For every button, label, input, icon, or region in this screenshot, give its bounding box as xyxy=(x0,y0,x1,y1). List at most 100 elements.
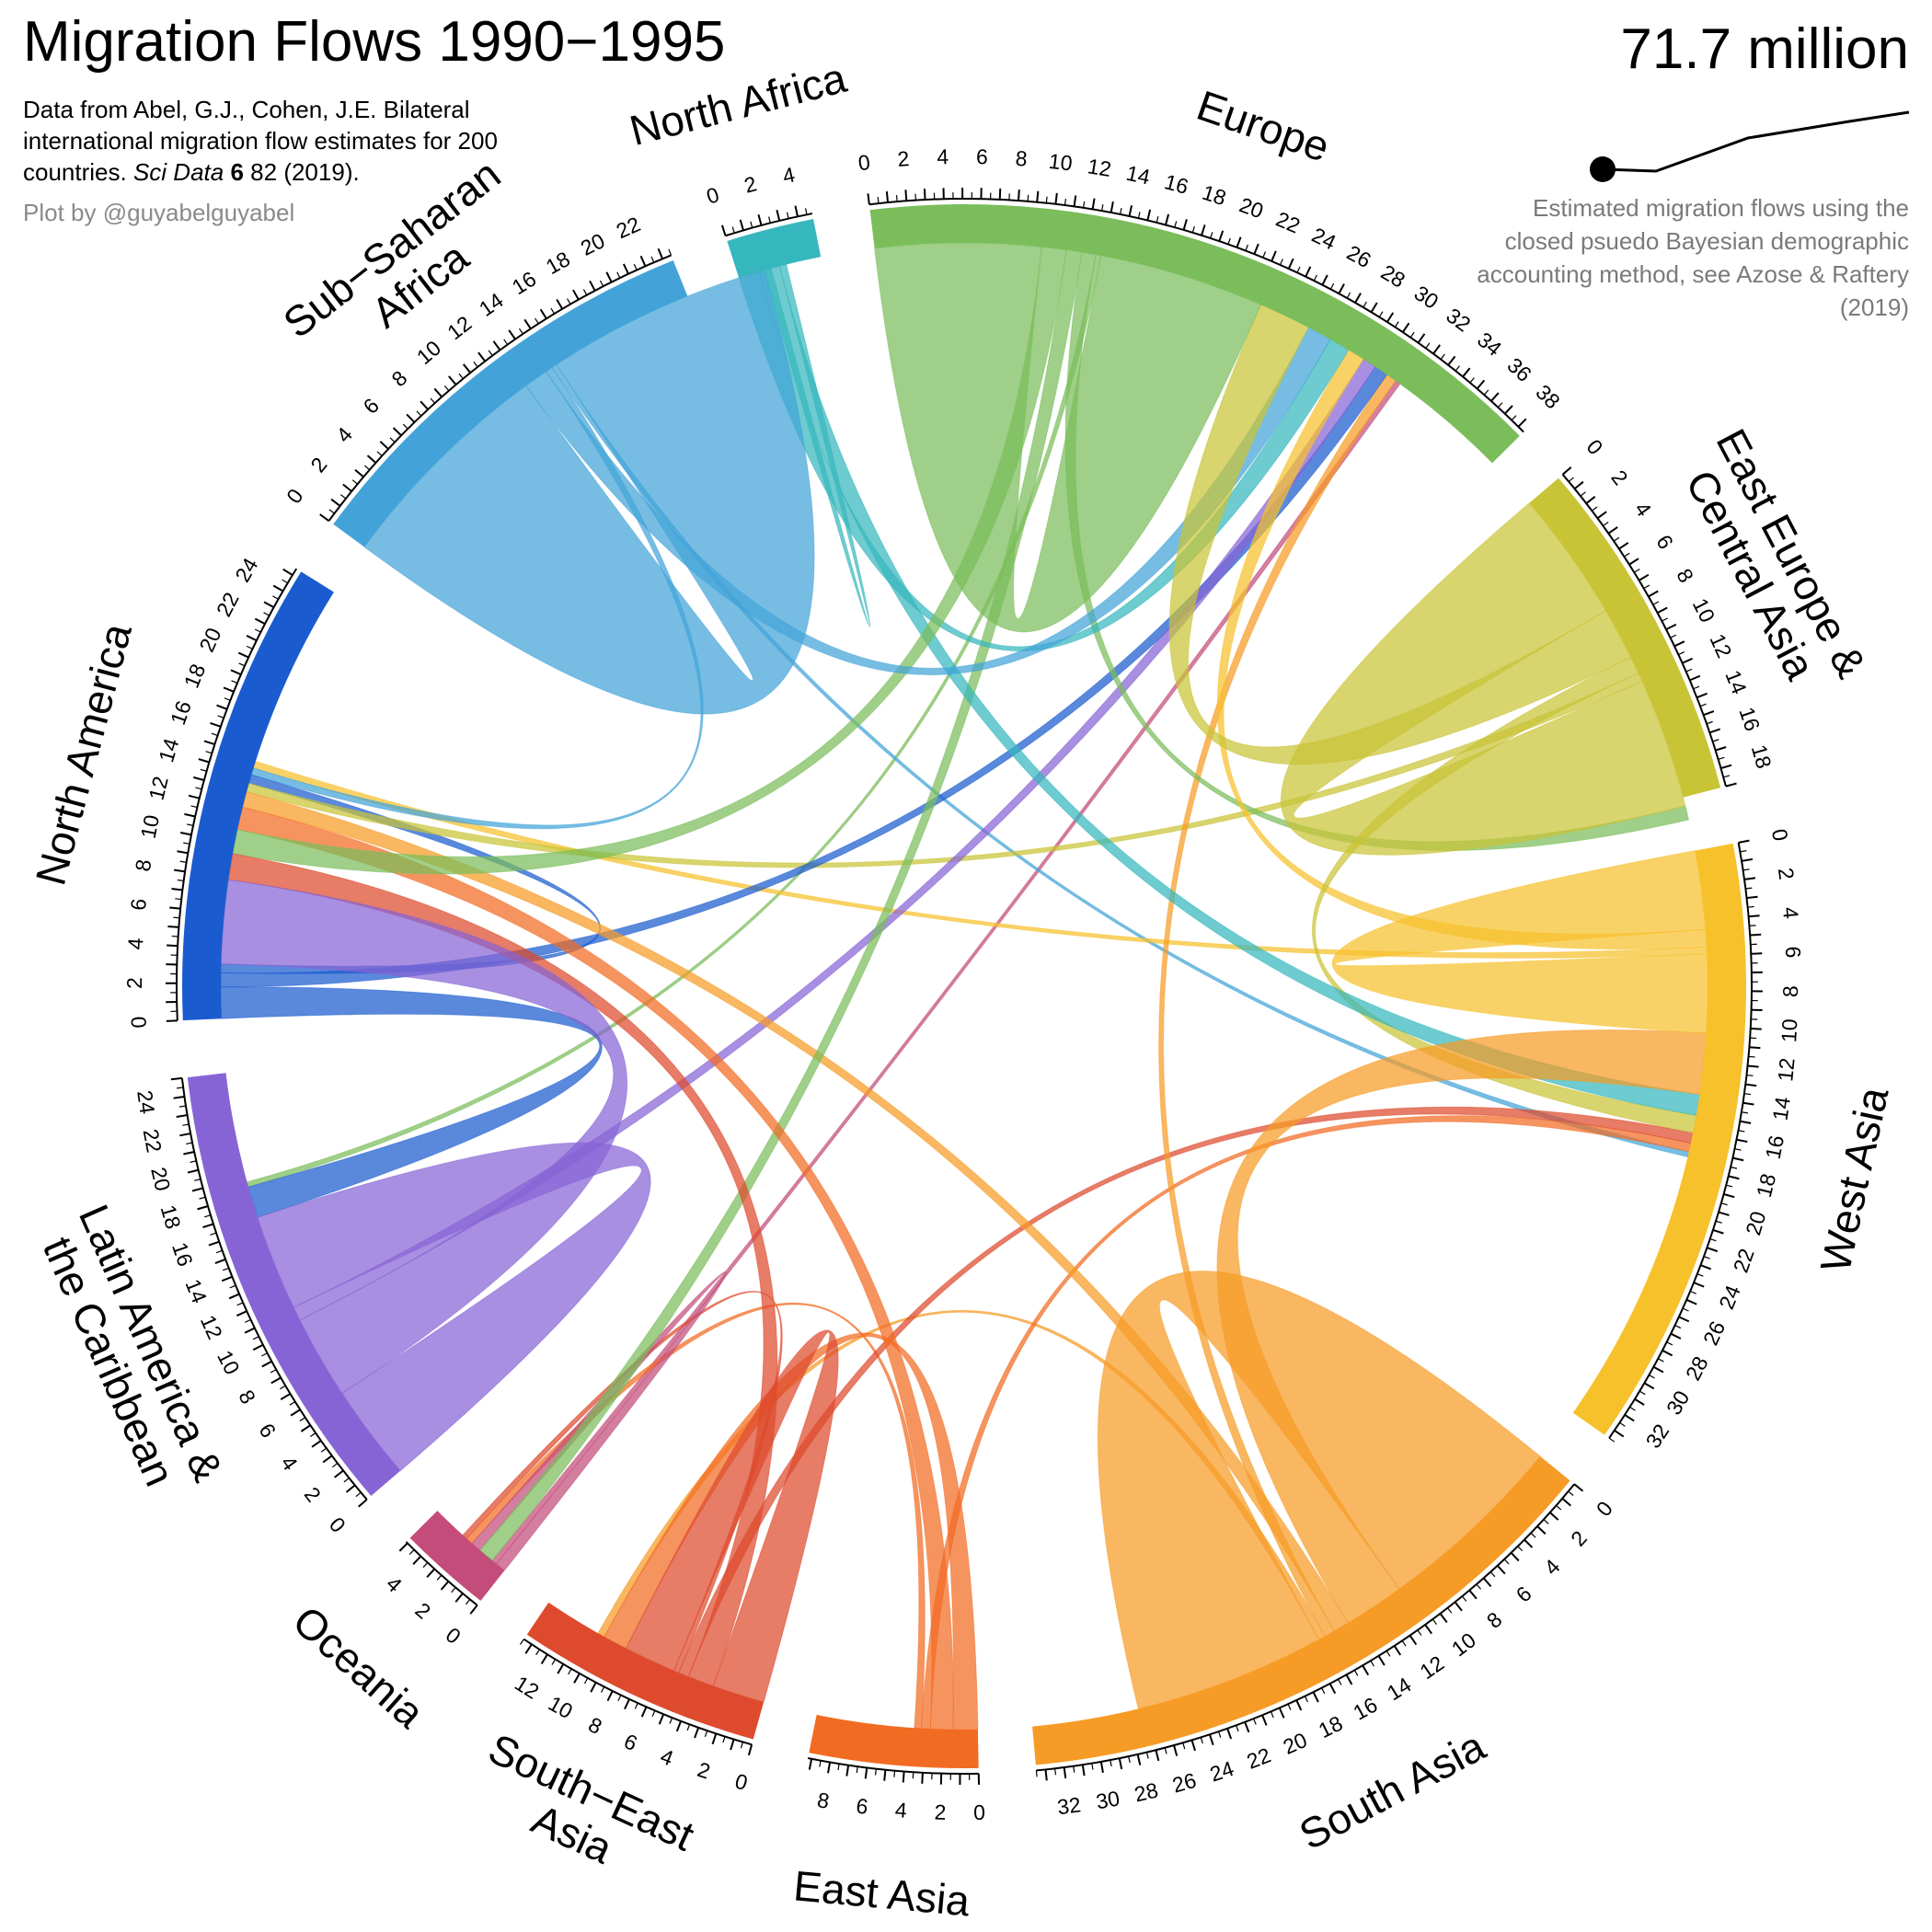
tick-label: 0 xyxy=(442,1623,466,1649)
tick-mark xyxy=(1394,321,1399,328)
tick-mark xyxy=(804,208,808,215)
tick-mark xyxy=(1696,692,1708,699)
tick-mark xyxy=(203,740,215,746)
tick-mark xyxy=(299,1417,306,1422)
tick-mark xyxy=(1568,477,1574,482)
citation-journal: Sci Data xyxy=(132,158,224,186)
tick-mark xyxy=(342,483,352,492)
tick-mark xyxy=(535,1649,540,1656)
region-arc-south-asia xyxy=(1032,1455,1570,1765)
tick-mark xyxy=(178,1105,187,1108)
region-label-south-asia: South Asia xyxy=(1292,1721,1493,1858)
tick-mark xyxy=(364,465,371,471)
tick-mark xyxy=(1469,377,1475,384)
tick-mark xyxy=(1703,710,1715,717)
tick-label: 28 xyxy=(1377,259,1409,292)
tick-mark xyxy=(633,263,638,270)
tick-mark xyxy=(1155,1750,1160,1762)
tick-mark xyxy=(1270,1711,1274,1719)
tick-mark xyxy=(551,1659,557,1665)
tick-axis-latin-america-and-the-caribbean xyxy=(180,1077,368,1501)
tick-mark xyxy=(1662,1349,1673,1357)
tick-mark xyxy=(883,1769,887,1781)
region-arc-sub-saharan-africa xyxy=(333,260,688,547)
data-citation: Data from Abel, G.J., Cohen, J.E. Bilate… xyxy=(23,94,593,188)
tick-mark xyxy=(1338,283,1345,294)
tick-mark xyxy=(319,513,330,523)
tick-mark xyxy=(422,1562,429,1569)
tick-mark xyxy=(1210,232,1213,239)
tick-mark xyxy=(827,1762,832,1774)
tick-mark xyxy=(187,1168,199,1174)
tick-mark xyxy=(254,628,261,633)
tick-mark xyxy=(1741,1111,1749,1114)
tick-mark xyxy=(333,1469,344,1478)
tick-mark xyxy=(508,329,516,340)
tick-mark xyxy=(477,351,487,362)
tick-mark xyxy=(1741,857,1754,862)
tick-mark xyxy=(184,812,196,818)
tick-mark xyxy=(1091,198,1096,210)
tick-mark xyxy=(221,1275,233,1282)
tick-label: 24 xyxy=(1207,1756,1237,1787)
tick-label: 16 xyxy=(167,1239,198,1270)
tick-label: 24 xyxy=(132,1088,159,1115)
tick-mark xyxy=(503,339,509,345)
tick-label: 0 xyxy=(704,182,722,209)
tick-axis-oceania xyxy=(405,1541,478,1606)
ticks-oceania: 024 xyxy=(382,1542,478,1649)
tick-mark xyxy=(1556,1504,1562,1511)
tick-mark xyxy=(406,413,416,423)
tick-mark xyxy=(750,221,753,228)
region-label-latin-america-and-the-caribbean: Latin America &the Caribbean xyxy=(28,1198,233,1507)
tick-label: 0 xyxy=(973,1800,985,1824)
tick-mark xyxy=(651,1710,656,1717)
tick-label: 6 xyxy=(855,1794,869,1819)
tick-mark xyxy=(1296,266,1301,273)
tick-mark xyxy=(1718,1211,1730,1216)
tick-label: 26 xyxy=(1698,1317,1730,1349)
tick-label: 14 xyxy=(1767,1095,1795,1121)
tick-mark xyxy=(1409,331,1415,339)
tick-mark xyxy=(1524,1538,1534,1548)
tick-mark xyxy=(1613,536,1620,542)
tick-mark xyxy=(1244,1721,1250,1733)
tick-mark xyxy=(1432,1618,1437,1625)
region-arc-north-america xyxy=(182,571,334,1021)
tick-mark xyxy=(198,758,210,764)
tick-mark xyxy=(1393,1645,1402,1656)
tick-mark xyxy=(1652,601,1660,605)
tick-mark xyxy=(1312,1691,1319,1703)
tick-mark xyxy=(1628,558,1639,566)
tick-label: 4 xyxy=(276,1451,303,1475)
tick-label: 12 xyxy=(443,311,476,344)
tick-mark xyxy=(694,1727,700,1739)
tick-mark xyxy=(167,944,178,948)
tick-label: 2 xyxy=(1566,1526,1592,1551)
tick-label: 10 xyxy=(545,1691,577,1723)
tick-mark xyxy=(1734,1148,1742,1151)
tick-mark xyxy=(224,697,231,701)
region-arc-south-east-asia xyxy=(526,1602,765,1740)
tick-mark xyxy=(658,1713,665,1725)
tick-mark xyxy=(270,1376,282,1385)
tick-mark xyxy=(1742,1101,1754,1106)
tick-mark xyxy=(272,595,279,600)
tick-mark xyxy=(1725,782,1737,788)
tick-label: 32 xyxy=(1641,1420,1674,1453)
tick-mark xyxy=(1386,312,1395,323)
tick-label: 14 xyxy=(475,288,508,321)
tick-mark xyxy=(328,509,335,514)
tick-mark xyxy=(1476,379,1486,390)
tick-mark xyxy=(1461,1595,1467,1602)
tick-mark xyxy=(183,1150,195,1156)
tick-label: 8 xyxy=(815,1788,831,1813)
tick-mark xyxy=(166,1019,178,1022)
tick-mark xyxy=(330,498,341,507)
tick-mark xyxy=(1245,244,1248,251)
tick-mark xyxy=(1665,623,1677,631)
tick-mark xyxy=(1370,1660,1375,1667)
tick-mark xyxy=(1732,1156,1744,1162)
tick-label: 4 xyxy=(1539,1554,1565,1580)
tick-label: 10 xyxy=(213,1347,245,1379)
